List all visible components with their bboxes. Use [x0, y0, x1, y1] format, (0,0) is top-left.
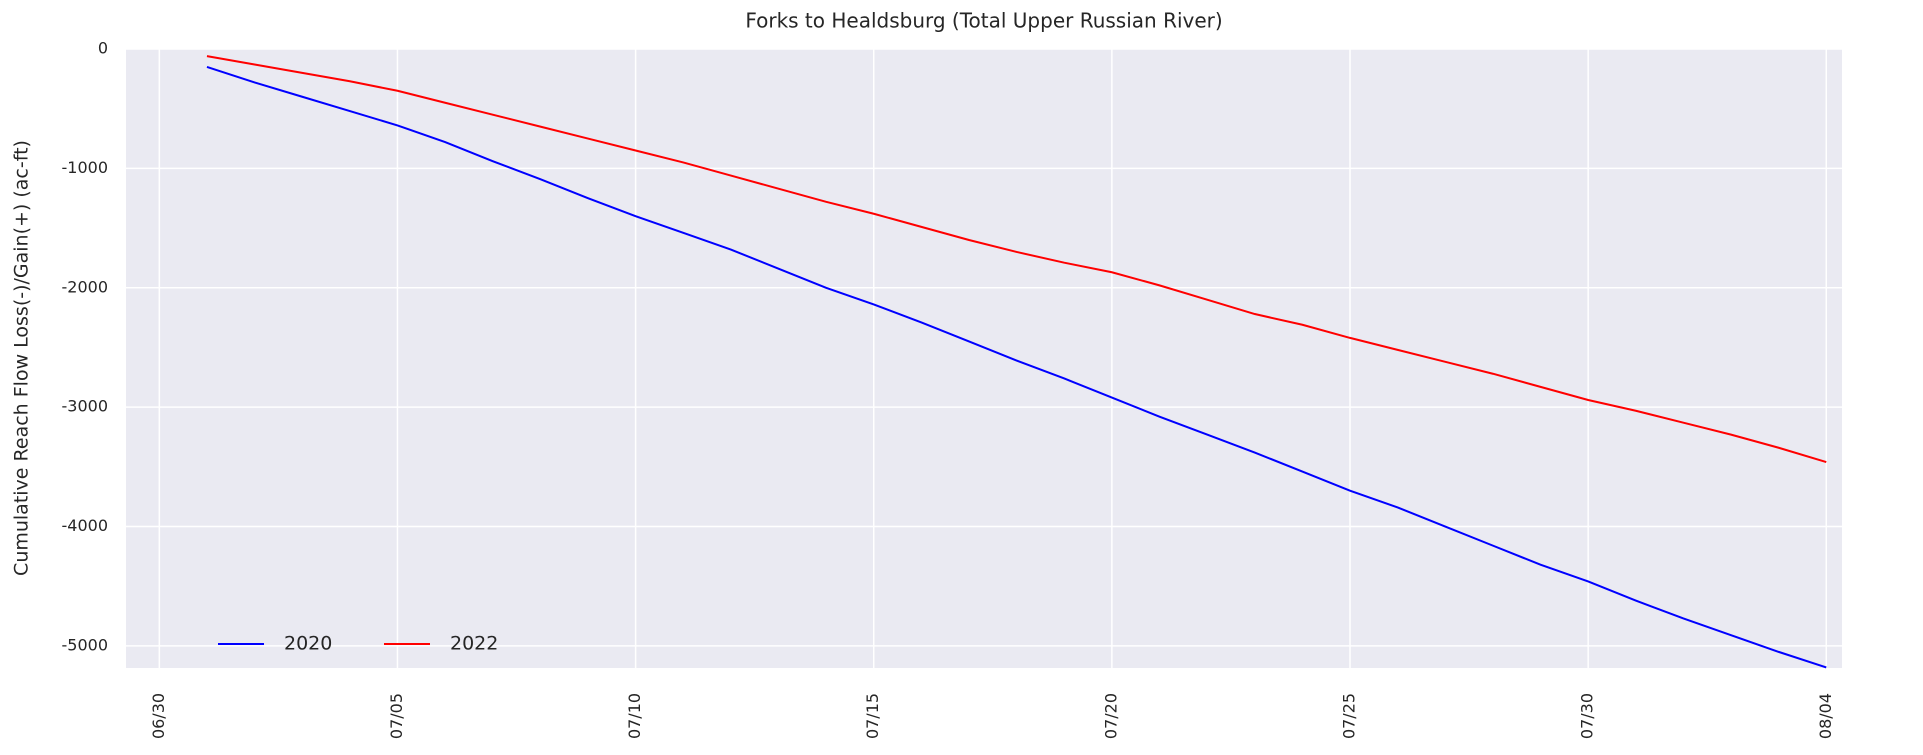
y-tick-label: -1000	[62, 158, 109, 177]
legend-label: 2020	[284, 633, 332, 655]
y-axis-label: Cumulative Reach Flow Loss(-)/Gain(+) (a…	[11, 140, 33, 576]
y-tick-label: 0	[98, 39, 108, 58]
y-tick-label: -2000	[62, 277, 109, 296]
y-tick-label: -4000	[62, 516, 109, 535]
x-tick-label: 08/04	[1816, 693, 1835, 739]
x-tick-label: 07/25	[1340, 693, 1359, 739]
plot-area	[126, 49, 1842, 668]
chart-title: Forks to Healdsburg (Total Upper Russian…	[745, 9, 1222, 33]
legend-label: 2022	[450, 633, 498, 655]
line-series	[206, 55, 1827, 464]
x-tick-label: 07/10	[625, 693, 644, 739]
y-tick-label: -3000	[62, 397, 109, 416]
x-tick-label: 07/05	[387, 693, 406, 739]
x-tick-label: 06/30	[149, 693, 168, 739]
x-tick-label: 07/20	[1101, 693, 1120, 739]
x-tick-label: 07/30	[1578, 693, 1597, 739]
line-series	[206, 65, 1827, 669]
x-tick-label: 07/15	[863, 693, 882, 739]
y-tick-label: -5000	[62, 635, 109, 654]
